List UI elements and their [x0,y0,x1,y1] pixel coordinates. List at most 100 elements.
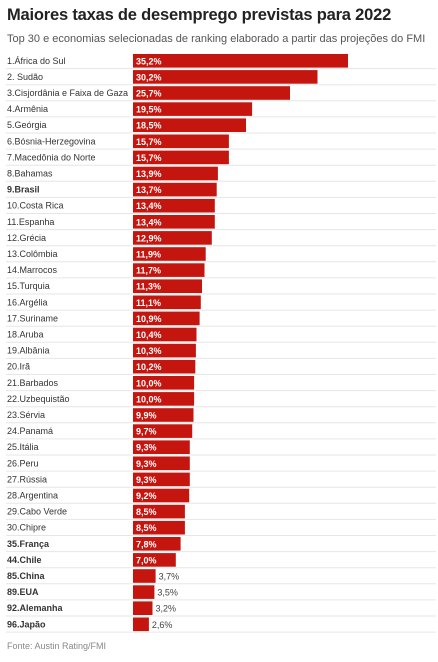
data-label: 13,7% [136,185,162,195]
bar [133,601,153,615]
data-label: 10,0% [136,394,162,404]
category-label: 12.Grécia [7,233,46,243]
bar [133,263,205,277]
bar [133,54,348,68]
category-label: 16.Argélia [7,297,48,307]
bar [133,537,181,551]
bar [133,231,212,245]
bar [133,86,290,100]
bar [133,504,185,519]
data-label: 8,5% [136,523,157,533]
bar [133,150,229,165]
category-label: 28.Argentina [7,491,58,501]
bar [133,424,193,438]
category-label: 26.Peru [7,458,39,468]
category-label: 5.Geórgia [7,120,47,130]
bar [133,311,200,326]
category-label: 4.Armênia [7,104,48,114]
data-label: 3,7% [159,572,180,582]
category-label: 8.Bahamas [7,169,53,179]
data-label: 30,2% [136,72,162,82]
data-label: 3,2% [156,604,177,614]
category-label: 21.Barbados [7,378,59,388]
bar [133,279,202,293]
data-label: 10,0% [136,378,162,388]
bar [133,343,196,358]
category-label: 30.Chipre [7,523,46,533]
category-label: 27.Rússia [7,474,47,484]
bar [133,392,195,406]
data-label: 13,9% [136,169,162,179]
category-label: 20.Irã [7,362,30,372]
data-label: 11,1% [136,298,161,308]
bar [133,376,195,390]
bar [133,440,190,454]
data-label: 3,5% [157,588,178,598]
category-label: 92.Alemanha [7,603,64,613]
chart-subtitle: Top 30 e economias selecionadas de ranki… [7,33,426,45]
data-label: 35,2% [136,56,162,66]
category-label: 85.China [7,571,46,581]
data-label: 10,3% [136,346,162,356]
data-label: 13,4% [136,201,162,211]
category-label: 18.Aruba [7,330,44,340]
bar [133,617,149,632]
data-label: 7,0% [136,555,157,565]
category-label: 2. Sudão [7,72,43,82]
bar [133,520,185,535]
bar [133,408,194,422]
data-label: 7,8% [136,539,157,549]
bar [133,569,156,583]
category-label: 23.Sérvia [7,410,45,420]
data-label: 15,7% [136,137,162,147]
category-label: 17.Suriname [7,313,58,323]
data-label: 10,9% [136,314,162,324]
data-label: 9,2% [136,491,157,501]
category-label: 19.Albânia [7,346,50,356]
category-label: 25.Itália [7,442,39,452]
category-label: 44.Chile [7,555,42,565]
bar [133,198,215,213]
chart-title: Maiores taxas de desemprego previstas pa… [7,6,392,24]
category-label: 7.Macedônia do Norte [7,152,96,162]
data-label: 13,4% [136,217,162,227]
category-label: 13.Colômbia [7,249,58,259]
bar [133,585,155,599]
category-label: 24.Panamá [7,426,53,436]
data-label: 10,4% [136,330,162,340]
data-label: 9,9% [136,411,157,421]
category-label: 1.África do Sul [7,56,66,66]
data-label: 10,2% [136,362,162,372]
data-label: 11,3% [136,282,161,292]
bar [133,488,190,503]
data-label: 11,7% [136,266,161,276]
category-label: 10.Costa Rica [7,201,64,211]
bar-chart: 1.África do Sul 35,2% 2. Sudão 30,2% 3.Cisjo… [6,54,436,633]
bar [133,295,201,310]
bar [133,553,176,567]
category-label: 6.Bósnia-Herzegovina [7,136,96,146]
bar [133,102,253,116]
data-label: 18,5% [136,121,162,131]
category-label: 29.Cabo Verde [7,507,67,517]
bar [133,327,197,342]
data-label: 15,7% [136,153,162,163]
bar [133,472,190,487]
data-label: 12,9% [136,233,162,243]
bar [133,70,318,84]
data-label: 11,9% [136,250,161,260]
category-label: 22.Uzbequistão [7,394,70,404]
category-label: 15.Turquia [7,281,50,291]
data-label: 9,3% [136,459,157,469]
bar [133,182,217,197]
bar [133,359,196,374]
bar [133,456,190,471]
bar [133,247,206,261]
data-label: 9,7% [136,427,157,437]
category-label: 89.EUA [7,587,39,597]
category-label: 11.Espanha [7,217,54,227]
category-label: 3.Cisjordânia e Faixa de Gaza [7,88,128,98]
bar [133,215,215,229]
source-note: Fonte: Austin Rating/FMI [7,641,107,651]
category-label: 9.Brasil [7,185,40,195]
